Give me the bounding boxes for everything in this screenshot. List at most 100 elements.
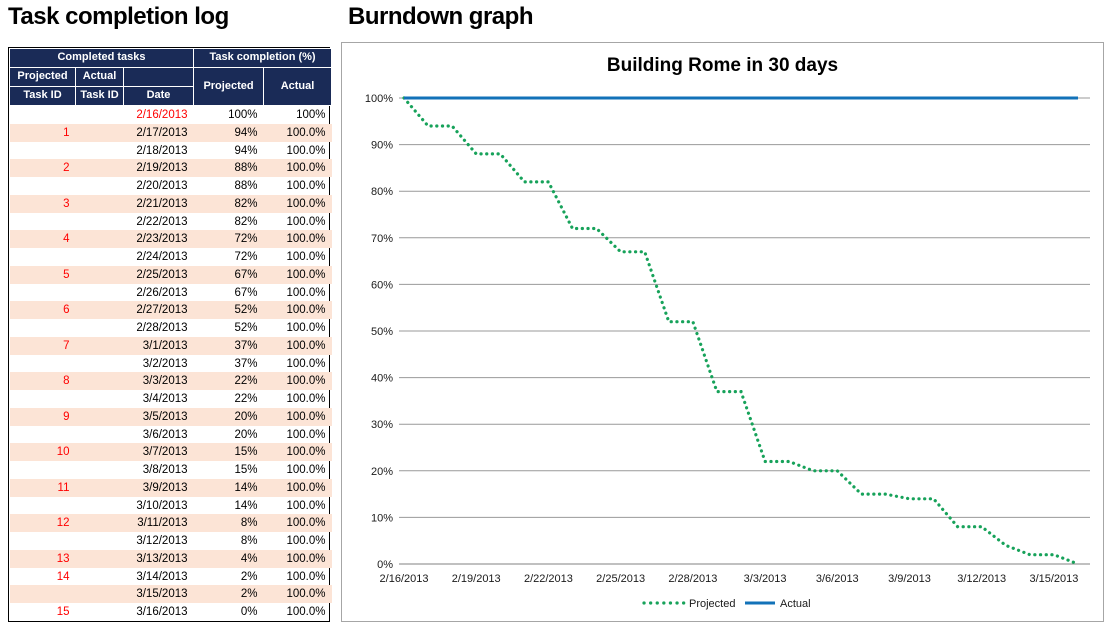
projected-task-id-cell (10, 585, 76, 603)
date-cell: 2/23/2013 (136, 233, 188, 246)
table-row: 10 3/7/2013 15% 100.0% (9, 443, 332, 462)
projected-pct-cell: 0% (240, 606, 258, 619)
table-row: 2/18/2013 94% 100.0% (10, 142, 332, 160)
actual-pct-cell: 100.0% (286, 375, 326, 388)
date-cell: 3/3/2013 (142, 375, 188, 388)
actual-pct-cell: 100.0% (286, 588, 326, 601)
x-axis-tick-label: 3/12/2013 (957, 573, 1006, 585)
table-row: 3/6/2013 20% 100.0% (10, 426, 332, 444)
actual-task-id-cell (76, 372, 124, 390)
actual-task-id-cell (76, 585, 124, 603)
date-cell: 3/9/2013 (142, 481, 188, 494)
actual-task-id-cell (76, 514, 124, 532)
actual-task-id-cell (76, 248, 124, 266)
projected-series-line (402, 96, 1080, 566)
actual-pct-cell: 100.0% (286, 339, 326, 352)
table-row: 13 3/13/2013 4% 100.0% (9, 549, 332, 568)
table-row: 4 2/23/2013 72% 100.0% (9, 230, 332, 249)
date-cell: 3/4/2013 (142, 393, 188, 406)
y-axis-tick-label: 90% (371, 140, 393, 152)
actual-task-id-cell (76, 390, 124, 408)
y-axis-tick-label: 70% (371, 233, 393, 245)
table-row: 8 3/3/2013 22% 100.0% (9, 372, 332, 391)
actual-task-id-cell (76, 284, 124, 302)
table-body: 2/16/2013 100% 100% 1 2/17/2013 94% 100.0% 2/18… (9, 106, 332, 622)
actual-pct-cell: 100.0% (286, 286, 326, 299)
actual-task-id-cell (76, 106, 124, 124)
projected-task-id-cell: 8 (63, 375, 70, 388)
x-axis-tick-label: 2/16/2013 (380, 573, 429, 585)
projected-pct-cell: 8% (240, 517, 258, 530)
chart-title: Building Rome in 30 days (606, 55, 839, 76)
x-axis-tick-label: 3/6/2013 (816, 573, 859, 585)
date-cell: 3/8/2013 (142, 464, 188, 477)
projected-task-id-cell: 12 (56, 517, 70, 530)
actual-task-id-cell (76, 177, 124, 195)
actual-pct-cell: 100% (296, 108, 326, 121)
actual-pct-cell: 100.0% (286, 552, 326, 565)
projected-pct-cell: 14% (234, 481, 258, 494)
actual-task-id-cell (76, 266, 124, 284)
actual-pct-cell: 100.0% (286, 268, 326, 281)
table-row: 2/28/2013 52% 100.0% (10, 319, 332, 337)
table-row: 15 3/16/2013 0% 100.0% (10, 603, 332, 621)
actual-task-id-cell (76, 443, 124, 461)
projected-task-id-cell (10, 319, 76, 337)
x-axis-tick-label: 3/3/2013 (744, 573, 787, 585)
table-row: 3/10/2013 14% 100.0% (10, 497, 332, 515)
projected-task-id-cell (10, 248, 76, 266)
col-header-actual-id-bottom: Task ID (75, 86, 124, 106)
table-row: 2/16/2013 100% 100% (10, 106, 332, 124)
projected-pct-cell: 37% (234, 357, 258, 370)
table-row: 2/20/2013 88% 100.0% (10, 177, 332, 195)
table-row: 5 2/25/2013 67% 100.0% (9, 265, 332, 284)
actual-pct-cell: 100.0% (286, 535, 326, 548)
table-row: 3/12/2013 8% 100.0% (10, 532, 332, 550)
projected-pct-cell: 82% (234, 215, 258, 228)
legend-projected-label: Projected (689, 598, 735, 610)
group-header-task-completion: Task completion (%) (193, 48, 333, 68)
col-header-projected-id-top: Projected (9, 67, 76, 87)
projected-pct-cell: 20% (234, 410, 258, 423)
projected-task-id-cell: 13 (56, 552, 70, 565)
burndown-chart: Building Rome in 30 days 100% 90% 80% 70% 60… (341, 42, 1104, 622)
projected-pct-cell: 72% (234, 233, 258, 246)
projected-pct-cell: 22% (234, 375, 258, 388)
actual-task-id-cell (76, 124, 124, 142)
actual-pct-cell: 100.0% (286, 357, 326, 370)
table-row: 11 3/9/2013 14% 100.0% (9, 478, 332, 497)
actual-pct-cell: 100.0% (286, 144, 326, 157)
projected-task-id-cell (10, 532, 76, 550)
date-cell: 3/15/2013 (136, 588, 188, 601)
table-header: Completed tasks Task completion (%) Proj… (8, 48, 333, 106)
actual-task-id-cell (76, 230, 124, 248)
actual-pct-cell: 100.0% (286, 481, 326, 494)
date-cell: 2/24/2013 (136, 251, 188, 264)
col-header-actual-id-top: Actual (75, 67, 124, 87)
table-row: 3/4/2013 22% 100.0% (10, 390, 332, 408)
actual-task-id-cell (76, 550, 124, 568)
y-axis-tick-label: 40% (371, 373, 393, 385)
table-row: 3 2/21/2013 82% 100.0% (9, 194, 332, 213)
date-cell: 3/10/2013 (136, 499, 188, 512)
y-axis-tick-label: 80% (371, 186, 393, 198)
y-axis-tick-label: 100% (365, 93, 393, 105)
table-row: 7 3/1/2013 37% 100.0% (9, 336, 332, 355)
date-cell: 2/26/2013 (136, 286, 188, 299)
actual-task-id-cell (76, 461, 124, 479)
actual-task-id-cell (76, 532, 124, 550)
y-axis-tick-label: 30% (371, 419, 393, 431)
date-cell: 2/25/2013 (136, 268, 188, 281)
table-row: 9 3/5/2013 20% 100.0% (9, 407, 332, 426)
projected-task-id-cell: 5 (63, 268, 70, 281)
date-cell: 3/2/2013 (142, 357, 188, 370)
projected-task-id-cell (10, 213, 76, 231)
date-cell: 3/6/2013 (142, 428, 188, 441)
projected-task-id-cell (10, 426, 76, 444)
date-cell: 3/14/2013 (136, 570, 188, 583)
actual-pct-cell: 100.0% (286, 126, 326, 139)
projected-task-id-cell (10, 142, 76, 160)
actual-pct-cell: 100.0% (286, 570, 326, 583)
date-cell: 2/16/2013 (136, 108, 188, 121)
projected-pct-cell: 52% (234, 322, 258, 335)
